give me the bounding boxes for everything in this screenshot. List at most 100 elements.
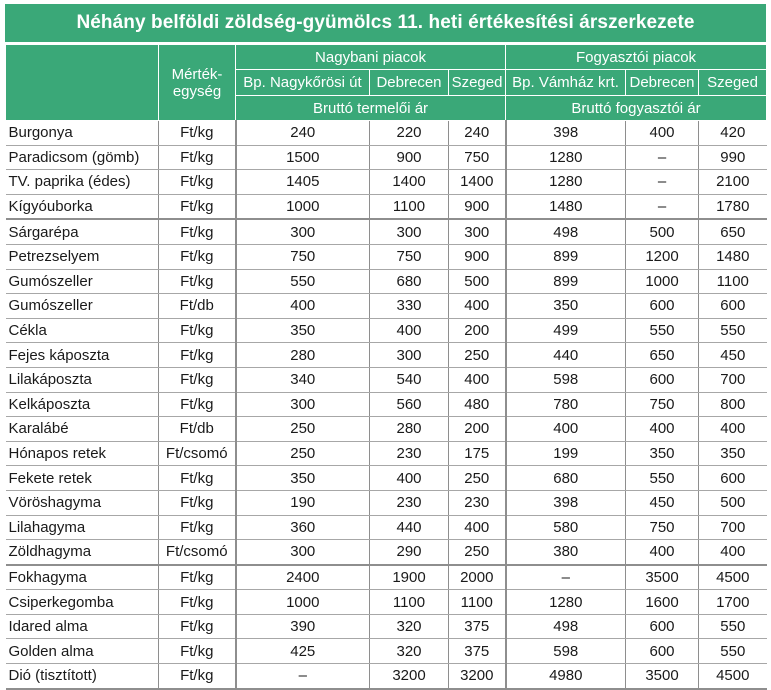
wholesale-price-cell: 425: [235, 638, 370, 665]
wholesale-price-cell: 300: [369, 342, 449, 368]
wholesale-price-cell: 330: [369, 293, 449, 319]
retail-price-cell: 498: [505, 614, 627, 640]
unit-cell: Ft/kg: [158, 367, 237, 393]
wholesale-price-cell: 240: [448, 120, 507, 146]
table-row: Lilakáposzta Ft/kg 340 540 400 598 600 700: [5, 367, 767, 393]
retail-price-cell: 1600: [625, 589, 700, 615]
unit-cell: Ft/db: [158, 416, 237, 442]
table-row: Zöldhagyma Ft/csomó 300 290 250 380 400 400: [5, 539, 767, 566]
retail-price-cell: 440: [505, 342, 627, 368]
product-column-header: [5, 44, 159, 121]
unit-cell: Ft/db: [158, 293, 237, 319]
wholesale-price-cell: 230: [369, 441, 449, 467]
product-name-cell: Fejes káposzta: [5, 342, 159, 368]
retail-group-header: Fogyasztói piacok: [505, 44, 768, 70]
retail-price-cell: 420: [698, 120, 767, 146]
wholesale-price-cell: 250: [448, 342, 507, 368]
retail-price-cell: 400: [625, 416, 700, 442]
retail-price-cell: 400: [625, 539, 700, 566]
product-name-cell: Cékla: [5, 318, 159, 344]
retail-market-header: Szeged: [698, 69, 768, 96]
retail-price-cell: 750: [625, 392, 700, 418]
wholesale-price-type-header: Bruttó termelői ár: [234, 95, 507, 121]
retail-price-cell: 750: [625, 515, 700, 541]
product-name-cell: Gumószeller: [5, 269, 159, 295]
product-name-cell: Fekete retek: [5, 465, 159, 491]
unit-cell: Ft/kg: [158, 515, 237, 541]
product-name-cell: Petrezselyem: [5, 244, 159, 270]
unit-cell: Ft/csomó: [158, 441, 237, 467]
retail-price-cell: 598: [505, 367, 627, 393]
wholesale-price-cell: 250: [448, 539, 507, 566]
product-name-cell: TV. paprika (édes): [5, 169, 159, 195]
unit-cell: Ft/kg: [158, 318, 237, 344]
wholesale-market-header: Szeged: [447, 69, 507, 96]
wholesale-price-cell: 1100: [369, 194, 449, 221]
product-name-cell: Paradicsom (gömb): [5, 145, 159, 171]
wholesale-price-cell: 540: [369, 367, 449, 393]
wholesale-price-cell: 1400: [369, 169, 449, 195]
wholesale-price-cell: 290: [369, 539, 449, 566]
unit-column-header: Mérték-egység: [158, 44, 236, 121]
retail-price-cell: 400: [505, 416, 627, 442]
retail-price-cell: 650: [625, 342, 700, 368]
wholesale-price-cell: 220: [369, 120, 449, 146]
wholesale-price-cell: 400: [235, 293, 370, 319]
table-row: Fokhagyma Ft/kg 2400 1900 2000–3500 4500: [5, 564, 767, 591]
wholesale-price-cell: 750: [369, 244, 449, 270]
wholesale-price-cell: 250: [235, 441, 370, 467]
table-row: Karalábé Ft/db 250 280 200 400 400 400: [5, 416, 767, 442]
wholesale-price-cell: 1900: [369, 564, 449, 591]
wholesale-price-cell: 900: [448, 244, 507, 270]
wholesale-price-cell: 300: [448, 219, 507, 245]
wholesale-price-cell: 300: [369, 219, 449, 245]
retail-price-cell: 899: [505, 244, 627, 270]
retail-price-cell: –: [625, 194, 700, 221]
retail-price-cell: 700: [698, 515, 767, 541]
unit-cell: Ft/kg: [158, 465, 237, 491]
retail-price-cell: 1280: [505, 169, 627, 195]
retail-price-cell: –: [625, 145, 700, 171]
retail-price-cell: 550: [698, 614, 767, 640]
retail-market-header: Bp. Vámház krt.: [505, 69, 627, 96]
retail-price-cell: 398: [505, 490, 627, 516]
wholesale-price-cell: 200: [448, 416, 507, 442]
retail-price-cell: 400: [698, 539, 767, 566]
table-row: Kelkáposzta Ft/kg 300 560 480 780 750 800: [5, 392, 767, 418]
retail-price-cell: –: [505, 564, 627, 591]
table-row: Gumószeller Ft/kg 550 680 500 899 1000 1100: [5, 269, 767, 295]
unit-cell: Ft/kg: [158, 145, 237, 171]
wholesale-price-cell: 900: [448, 194, 507, 221]
wholesale-price-cell: 340: [235, 367, 370, 393]
wholesale-price-cell: 400: [448, 367, 507, 393]
product-name-cell: Fokhagyma: [5, 564, 159, 591]
table-row: Vöröshagyma Ft/kg 190 230 230 398 450 500: [5, 490, 767, 516]
wholesale-price-cell: 390: [235, 614, 370, 640]
table-row: Golden alma Ft/kg 425 320 375 598 600 550: [5, 638, 767, 665]
wholesale-price-cell: 750: [448, 145, 507, 171]
wholesale-price-cell: 200: [448, 318, 507, 344]
retail-price-cell: 400: [625, 120, 700, 146]
wholesale-price-cell: 400: [448, 515, 507, 541]
retail-price-type-header: Bruttó fogyasztói ár: [505, 95, 768, 121]
wholesale-price-cell: 400: [448, 293, 507, 319]
wholesale-price-cell: 1100: [448, 589, 507, 615]
wholesale-price-cell: 680: [369, 269, 449, 295]
retail-price-cell: 199: [505, 441, 627, 467]
wholesale-price-cell: 1100: [369, 589, 449, 615]
retail-price-cell: 380: [505, 539, 627, 566]
table-row: Kígyóuborka Ft/kg 1000 1100 900 1480–1780: [5, 194, 767, 221]
wholesale-price-cell: 190: [235, 490, 370, 516]
wholesale-price-cell: 375: [448, 638, 507, 665]
retail-price-cell: 550: [625, 465, 700, 491]
unit-cell: Ft/kg: [158, 392, 237, 418]
wholesale-price-cell: 250: [235, 416, 370, 442]
product-name-cell: Zöldhagyma: [5, 539, 159, 566]
retail-price-cell: 700: [698, 367, 767, 393]
wholesale-market-header: Bp. Nagykőrösi út: [235, 69, 370, 96]
wholesale-price-cell: 500: [448, 269, 507, 295]
retail-price-cell: 800: [698, 392, 767, 418]
table-row: Fejes káposzta Ft/kg 280 300 250 440 650 450: [5, 342, 767, 368]
retail-price-cell: 498: [505, 219, 627, 245]
retail-price-cell: 1280: [505, 589, 627, 615]
